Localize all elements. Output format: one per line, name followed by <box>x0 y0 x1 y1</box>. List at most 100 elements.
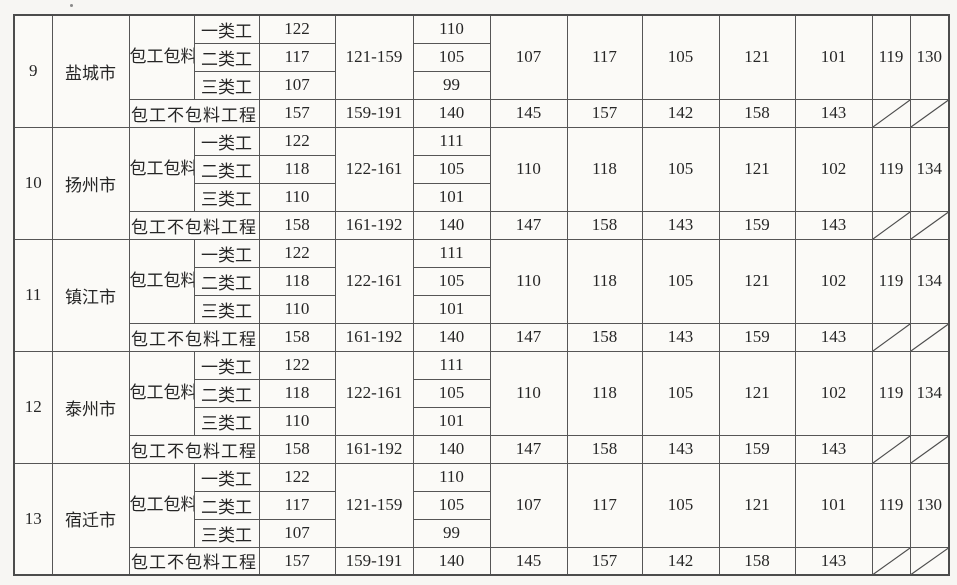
value-cell: 134 <box>909 126 950 212</box>
value-cell: 143 <box>641 210 720 240</box>
value-cell: 101 <box>794 14 873 100</box>
value-cell: 102 <box>794 350 873 436</box>
seq-cell: 12 <box>13 350 53 464</box>
table-row: 9 盐城市 包工包料工程 一类工 122 121-159 110 107 117… <box>13 14 950 128</box>
seq-cell: 11 <box>13 238 53 352</box>
city-cell: 镇江市 <box>51 238 130 352</box>
value-cell: 119 <box>871 126 911 212</box>
value-cell: 158 <box>258 210 336 240</box>
value-cell: 118 <box>566 238 643 324</box>
project-type-cell: 包工不包料工程 <box>128 98 260 128</box>
value-cell: 111 <box>412 126 491 156</box>
value-cell: 142 <box>641 98 720 128</box>
seq-cell: 9 <box>13 14 53 128</box>
value-cell: 121 <box>718 350 796 436</box>
value-cell: 118 <box>258 154 336 184</box>
value-cell: 105 <box>412 266 491 296</box>
value-cell: 147 <box>489 322 568 352</box>
scan-speck <box>70 4 73 7</box>
city-cell: 盐城市 <box>51 14 130 128</box>
value-cell: 122 <box>258 14 336 44</box>
value-cell: 110 <box>258 294 336 324</box>
value-cell: 158 <box>258 434 336 464</box>
rate-table: 9 盐城市 包工包料工程 一类工 122 121-159 110 107 117… <box>13 14 950 576</box>
project-type-cell: 包工包料工程 <box>128 14 195 100</box>
value-cell: 118 <box>258 266 336 296</box>
value-cell: 147 <box>489 434 568 464</box>
table-row: 12 泰州市 包工包料工程 一类工 122 122-161 111 110 11… <box>13 350 950 464</box>
value-cell: 121 <box>718 126 796 212</box>
value-cell: 105 <box>412 490 491 520</box>
value-cell: 119 <box>871 238 911 324</box>
table-row: 三类工 107 99 <box>14 70 949 100</box>
project-type-cell: 包工包料工程 <box>128 462 195 548</box>
value-cell: 110 <box>489 126 568 212</box>
value-cell: 140 <box>412 98 491 128</box>
value-cell: 101 <box>412 182 491 212</box>
project-type-cell: 包工包料工程 <box>128 126 195 212</box>
value-cell: 161-192 <box>334 322 414 352</box>
value-cell: 107 <box>258 70 336 100</box>
value-cell: 143 <box>794 210 873 240</box>
worker-class-cell: 三类工 <box>193 70 260 100</box>
value-cell: 122 <box>258 350 336 380</box>
value-cell: 107 <box>489 462 568 548</box>
diagonal-slash <box>871 434 911 464</box>
value-cell: 140 <box>412 322 491 352</box>
value-cell: 105 <box>641 462 720 548</box>
value-cell: 117 <box>258 42 336 72</box>
table-row: 包工不包料工程 158 161-192 140 147 158 143 159 … <box>14 322 950 352</box>
value-cell: 143 <box>794 434 873 464</box>
value-cell: 158 <box>718 98 796 128</box>
diagonal-slash <box>871 98 911 128</box>
worker-class-cell: 一类工 <box>193 238 260 268</box>
worker-class-cell: 三类工 <box>193 406 260 436</box>
value-cell: 158 <box>566 322 643 352</box>
value-cell: 105 <box>641 238 720 324</box>
value-cell: 122 <box>258 238 336 268</box>
value-cell: 105 <box>641 126 720 212</box>
city-cell: 泰州市 <box>51 350 130 464</box>
diagonal-slash <box>909 98 950 128</box>
project-type-cell: 包工不包料工程 <box>128 434 260 464</box>
range-cell: 121-159 <box>334 14 414 100</box>
value-cell: 122 <box>258 462 336 492</box>
worker-class-cell: 三类工 <box>193 182 260 212</box>
value-cell: 110 <box>412 462 491 492</box>
value-cell: 118 <box>258 378 336 408</box>
value-cell: 158 <box>566 210 643 240</box>
city-cell: 扬州市 <box>51 126 130 240</box>
value-cell: 110 <box>258 182 336 212</box>
value-cell: 143 <box>641 434 720 464</box>
table-row: 三类工 107 99 <box>14 518 949 548</box>
value-cell: 147 <box>489 210 568 240</box>
value-cell: 159 <box>718 322 796 352</box>
worker-class-cell: 二类工 <box>193 154 260 184</box>
diagonal-slash <box>909 322 950 352</box>
value-cell: 161-192 <box>334 210 414 240</box>
table-row: 三类工 110 101 <box>14 182 949 212</box>
worker-class-cell: 二类工 <box>193 266 260 296</box>
diagonal-slash <box>871 322 911 352</box>
table-row: 包工不包料工程 157 159-191 140 145 157 142 158 … <box>14 546 950 576</box>
diagonal-slash <box>909 210 950 240</box>
worker-class-cell: 一类工 <box>193 126 260 156</box>
value-cell: 159 <box>718 434 796 464</box>
value-cell: 161-192 <box>334 434 414 464</box>
value-cell: 140 <box>412 210 491 240</box>
value-cell: 143 <box>794 98 873 128</box>
value-cell: 159-191 <box>334 98 414 128</box>
value-cell: 134 <box>909 350 950 436</box>
value-cell: 130 <box>909 462 950 548</box>
table-row: 包工不包料工程 158 161-192 140 147 158 143 159 … <box>14 210 950 240</box>
value-cell: 117 <box>258 490 336 520</box>
value-cell: 157 <box>258 98 336 128</box>
project-type-cell: 包工不包料工程 <box>128 322 260 352</box>
value-cell: 105 <box>641 14 720 100</box>
diagonal-slash <box>871 210 911 240</box>
table-row: 二类工 118 105 <box>14 154 949 184</box>
value-cell: 105 <box>412 42 491 72</box>
value-cell: 121 <box>718 14 796 100</box>
value-cell: 99 <box>412 518 491 548</box>
